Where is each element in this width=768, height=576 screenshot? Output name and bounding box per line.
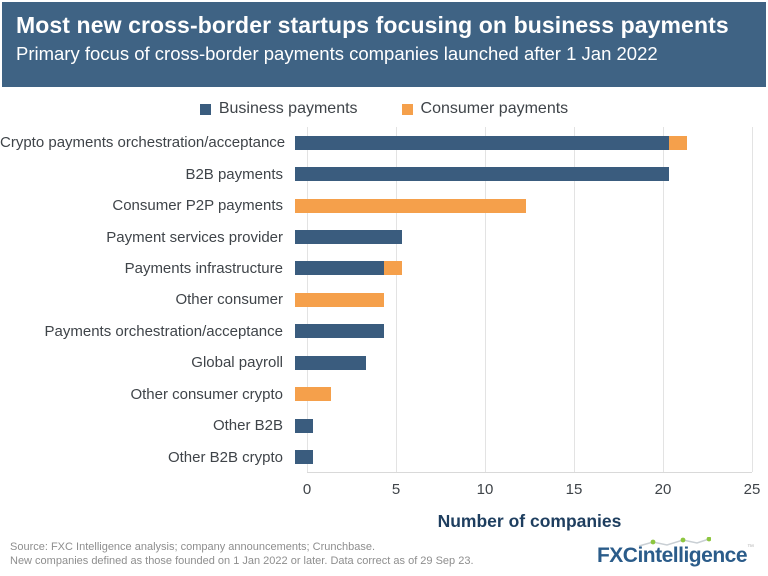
bar-segment bbox=[295, 355, 367, 370]
x-tick-label: 10 bbox=[476, 481, 494, 498]
bar-segment bbox=[384, 261, 402, 276]
bar-segment bbox=[295, 387, 331, 402]
x-tick-label: 5 bbox=[391, 481, 401, 498]
x-tick-label: 15 bbox=[565, 481, 583, 498]
gridline bbox=[752, 127, 753, 472]
category-label: Payments infrastructure bbox=[124, 259, 283, 277]
logo-text: intelligence bbox=[637, 544, 747, 567]
logo-trademark: ™ bbox=[747, 544, 754, 551]
category-label: Other consumer bbox=[175, 291, 283, 309]
fxc-intelligence-logo: FXCintelligence™ bbox=[596, 537, 754, 568]
bar-segment bbox=[295, 292, 384, 307]
bar-track bbox=[295, 253, 740, 284]
legend-swatch-icon bbox=[199, 103, 211, 115]
x-axis-label: Number of companies bbox=[437, 511, 622, 531]
x-axis-ticks: 0 5 10 15 20 25 bbox=[303, 481, 761, 499]
bar-segment bbox=[295, 198, 527, 213]
bar-track bbox=[295, 190, 740, 221]
legend-label: Business payments bbox=[218, 100, 358, 117]
chart-row: Other consumer crypto bbox=[0, 379, 768, 410]
gridline bbox=[574, 127, 575, 472]
chart-row: Consumer P2P payments bbox=[0, 190, 768, 221]
chart-row: Other consumer bbox=[0, 284, 768, 315]
source-note: Source: FXC Intelligence analysis; compa… bbox=[10, 540, 474, 568]
bar-track bbox=[295, 284, 740, 315]
chart-row: Crypto payments orchestration/acceptance bbox=[0, 127, 768, 158]
page-title: Most new cross-border startups focusing … bbox=[16, 12, 729, 38]
bar-segment bbox=[295, 418, 313, 433]
category-label: Payment services provider bbox=[106, 228, 283, 246]
category-label: Consumer P2P payments bbox=[112, 197, 283, 215]
legend-label: Consumer payments bbox=[420, 100, 569, 117]
bar-track bbox=[295, 316, 740, 347]
chart-row: B2B payments bbox=[0, 158, 768, 189]
legend-item-consumer: Consumer payments bbox=[401, 100, 569, 118]
source-line-1: Source: FXC Intelligence analysis; compa… bbox=[10, 541, 376, 553]
chart-row: Global payroll bbox=[0, 347, 768, 378]
chart-row: Payments orchestration/acceptance bbox=[0, 316, 768, 347]
chart-row: Payments infrastructure bbox=[0, 253, 768, 284]
bar-segment bbox=[295, 230, 402, 245]
category-label: Payments orchestration/acceptance bbox=[44, 322, 283, 340]
bar-segment bbox=[295, 261, 384, 276]
category-label: Global payroll bbox=[191, 354, 283, 372]
logo-sparkline-icon bbox=[638, 537, 711, 547]
category-label: B2B payments bbox=[185, 165, 283, 183]
bar-track bbox=[295, 410, 740, 441]
bar-segment bbox=[668, 135, 687, 150]
chart-row: Other B2B crypto bbox=[0, 441, 768, 472]
bar-segment bbox=[295, 324, 384, 339]
x-tick-label: 20 bbox=[654, 481, 672, 498]
bar-track bbox=[295, 379, 740, 410]
bar-track bbox=[295, 221, 740, 252]
category-label: Other B2B bbox=[212, 417, 283, 435]
bar-track bbox=[295, 441, 740, 472]
gridline bbox=[396, 127, 397, 472]
page-subtitle: Primary focus of cross-border payments c… bbox=[16, 42, 658, 64]
plot-rows: Crypto payments orchestration/acceptance… bbox=[0, 127, 768, 473]
bar-segment bbox=[295, 135, 669, 150]
bar-track bbox=[295, 127, 740, 158]
category-label: Other consumer crypto bbox=[130, 385, 283, 403]
bar-segment bbox=[295, 167, 669, 182]
source-line-2: New companies defined as those founded o… bbox=[10, 555, 474, 567]
chart-row: Payment services provider bbox=[0, 221, 768, 252]
category-label: Crypto payments orchestration/acceptance bbox=[0, 134, 286, 152]
logo-text-bold: FXC bbox=[596, 544, 638, 567]
chart-legend: Business payments Consumer payments bbox=[0, 98, 768, 120]
chart-row: Other B2B bbox=[0, 410, 768, 441]
legend-item-business: Business payments bbox=[199, 100, 358, 118]
header-banner: Most new cross-border startups focusing … bbox=[2, 2, 766, 87]
x-tick-label: 0 bbox=[302, 481, 312, 498]
bar-segment bbox=[295, 450, 313, 465]
x-tick-label: 25 bbox=[743, 481, 761, 498]
category-label: Other B2B crypto bbox=[167, 448, 283, 466]
legend-swatch-icon bbox=[401, 103, 413, 115]
bar-track bbox=[295, 347, 740, 378]
gridline bbox=[485, 127, 486, 472]
bar-track bbox=[295, 158, 740, 189]
gridline bbox=[663, 127, 664, 472]
